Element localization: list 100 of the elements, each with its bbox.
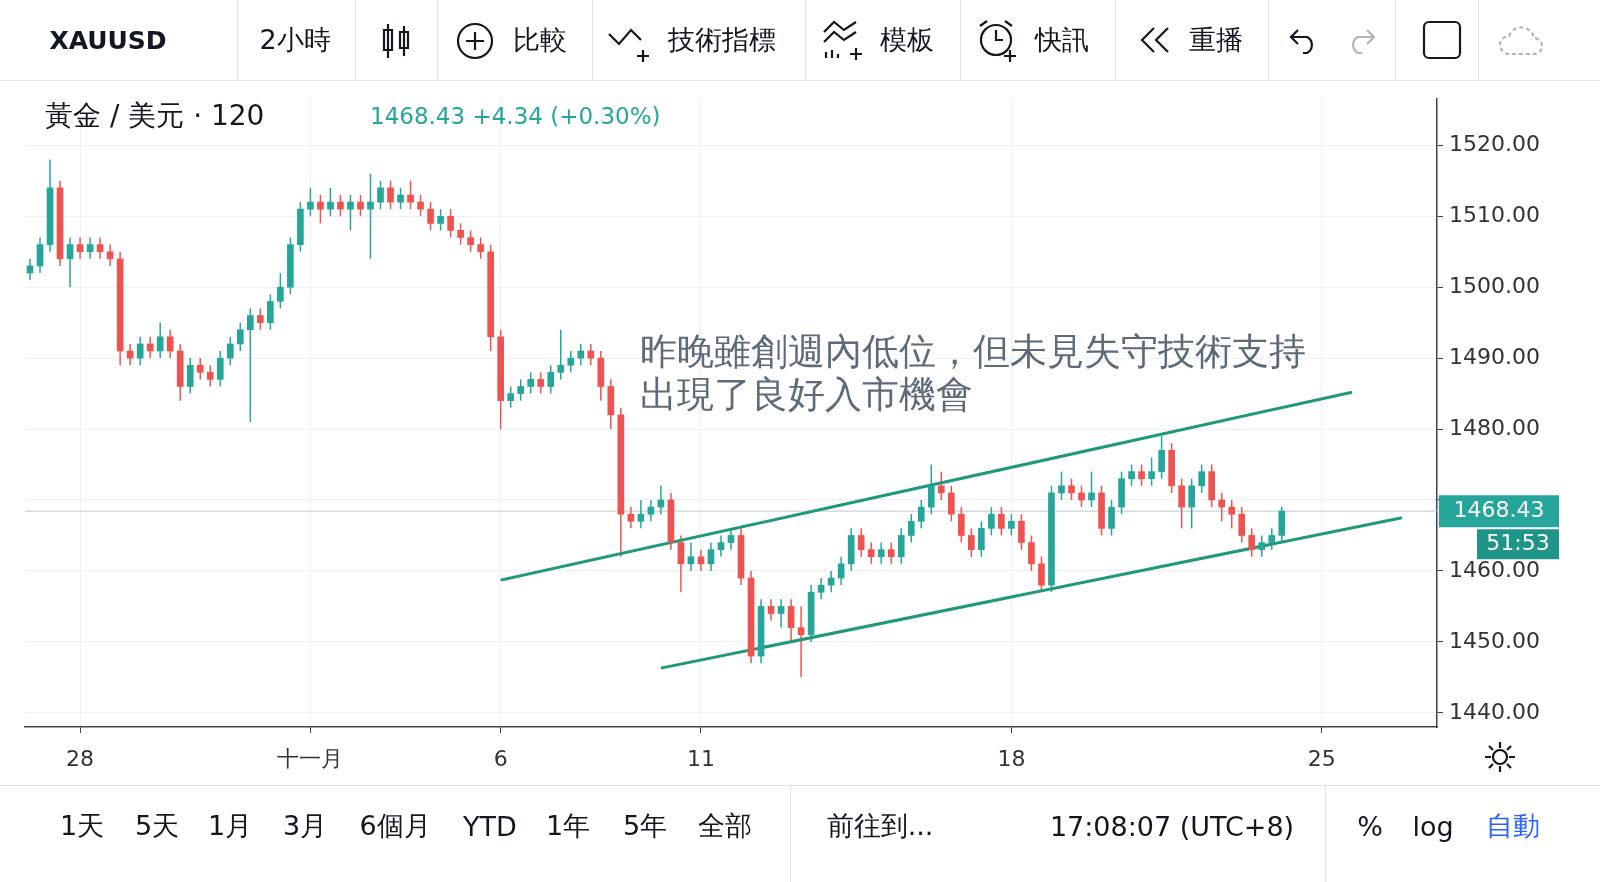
candlestick: [156, 321, 164, 359]
candlestick: [317, 194, 324, 225]
y-tick-label: 1480.00: [1449, 414, 1540, 440]
candlestick: [697, 548, 705, 572]
y-tick-label: 1510.00: [1449, 201, 1540, 227]
candlestick: [557, 329, 565, 381]
candlestick: [1158, 435, 1165, 480]
annotation: 昨晚雖創週內低位，但未見失守技術支持: [640, 329, 1306, 375]
candlestick: [66, 236, 74, 288]
y-tick-label: 1500.00: [1449, 272, 1540, 298]
candlestick: [767, 598, 775, 622]
candlestick: [357, 194, 364, 217]
candlestick: [1058, 470, 1065, 501]
candlestick: [1138, 463, 1145, 487]
text: 3月: [282, 809, 328, 843]
candlestick: [647, 499, 655, 523]
candlestick: [897, 527, 905, 565]
ref-line-label: 1468.43: [1453, 496, 1545, 522]
candlestick: [307, 187, 314, 217]
candlestick: [527, 371, 535, 395]
candlestick: [1068, 477, 1075, 501]
candlestick: [447, 208, 454, 239]
text: 快訊: [1035, 23, 1089, 57]
candlestick: [687, 541, 695, 572]
candlestick: [76, 236, 84, 260]
chart-subtitle: 1468.43 +4.34 (+0.30%): [370, 103, 661, 129]
candlestick: [707, 541, 715, 572]
x-tick-label: 11: [686, 745, 715, 771]
candlestick: [1028, 534, 1035, 572]
candlestick: [96, 236, 104, 260]
candlestick: [867, 541, 875, 565]
candlestick: [877, 541, 885, 565]
x-tick-label: 28: [66, 745, 95, 771]
candlestick: [1238, 506, 1246, 544]
text: XAUUSD: [49, 25, 167, 55]
candlestick: [1188, 477, 1195, 530]
candlestick: [186, 357, 194, 395]
y-tick-label: 1450.00: [1449, 627, 1540, 653]
y-tick-label: 1440.00: [1449, 698, 1540, 724]
candlestick: [1128, 463, 1135, 487]
candlestick: [817, 577, 825, 601]
candlestick: [257, 307, 264, 331]
candlestick: [677, 534, 685, 593]
candlestick: [437, 208, 444, 232]
text: %: [1357, 810, 1383, 842]
text: 比較: [513, 23, 567, 57]
x-tick-label: 十一月: [277, 745, 344, 771]
text: 模板: [880, 23, 934, 57]
candlestick: [267, 293, 274, 331]
candlestick: [927, 463, 935, 515]
text: 5天: [134, 809, 180, 843]
text: YTD: [463, 810, 517, 842]
candlestick: [407, 180, 414, 210]
candlestick: [457, 222, 464, 246]
candlestick: [146, 336, 154, 359]
x-tick-label: 25: [1307, 745, 1336, 771]
candlestick: [1148, 456, 1155, 487]
candlestick: [327, 187, 334, 217]
candlestick: [787, 598, 795, 643]
candlestick: [1198, 463, 1205, 494]
candlestick: [427, 201, 434, 232]
candlestick: [1108, 499, 1115, 537]
candlestick: [907, 513, 915, 544]
candlestick: [777, 598, 785, 629]
candlestick: [1258, 534, 1266, 558]
candlestick: [797, 605, 805, 679]
candlestick: [1218, 492, 1226, 523]
candlestick: [367, 172, 374, 260]
candlestick: [978, 520, 985, 558]
candlestick: [1178, 477, 1185, 530]
candlestick: [347, 194, 354, 232]
candlestick: [387, 180, 394, 210]
candlestick: [467, 229, 474, 253]
text: log: [1412, 810, 1454, 842]
candlestick: [507, 385, 515, 409]
candlestick: [627, 506, 635, 530]
candlestick: [206, 364, 214, 388]
candlestick: [226, 336, 234, 366]
text: 技術指標: [668, 23, 776, 57]
text: 1年: [545, 809, 591, 843]
candlestick: [417, 194, 424, 217]
candlestick: [1018, 513, 1025, 551]
y-tick-label: 1520.00: [1449, 131, 1540, 157]
candlestick: [887, 541, 895, 565]
text: 5年: [622, 809, 668, 843]
text: 2小時: [259, 23, 331, 57]
text: 全部: [698, 809, 752, 843]
candlestick: [947, 485, 955, 523]
chart-title: 黃金 / 美元 · 120: [45, 98, 265, 134]
text: 重播: [1189, 23, 1243, 57]
candlestick: [547, 364, 555, 395]
candlestick: [106, 243, 114, 267]
candlestick: [517, 378, 525, 402]
candlestick: [1228, 499, 1236, 530]
candlestick: [277, 272, 284, 310]
candlestick: [36, 236, 44, 274]
text: 6個月: [359, 809, 431, 843]
text: 51:53: [1486, 529, 1550, 555]
x-tick-label: 18: [997, 745, 1026, 771]
candlestick: [717, 534, 725, 558]
